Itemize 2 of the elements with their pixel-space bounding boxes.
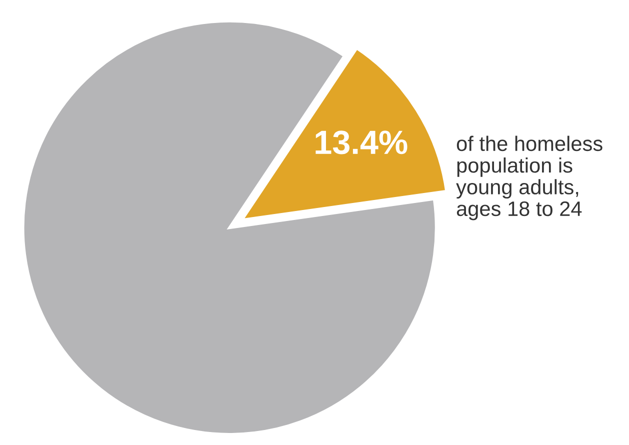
data-label: 13.4% bbox=[316, 130, 408, 154]
text: of the homeless population is young adults, ages 18 to 24 bbox=[456, 136, 602, 220]
